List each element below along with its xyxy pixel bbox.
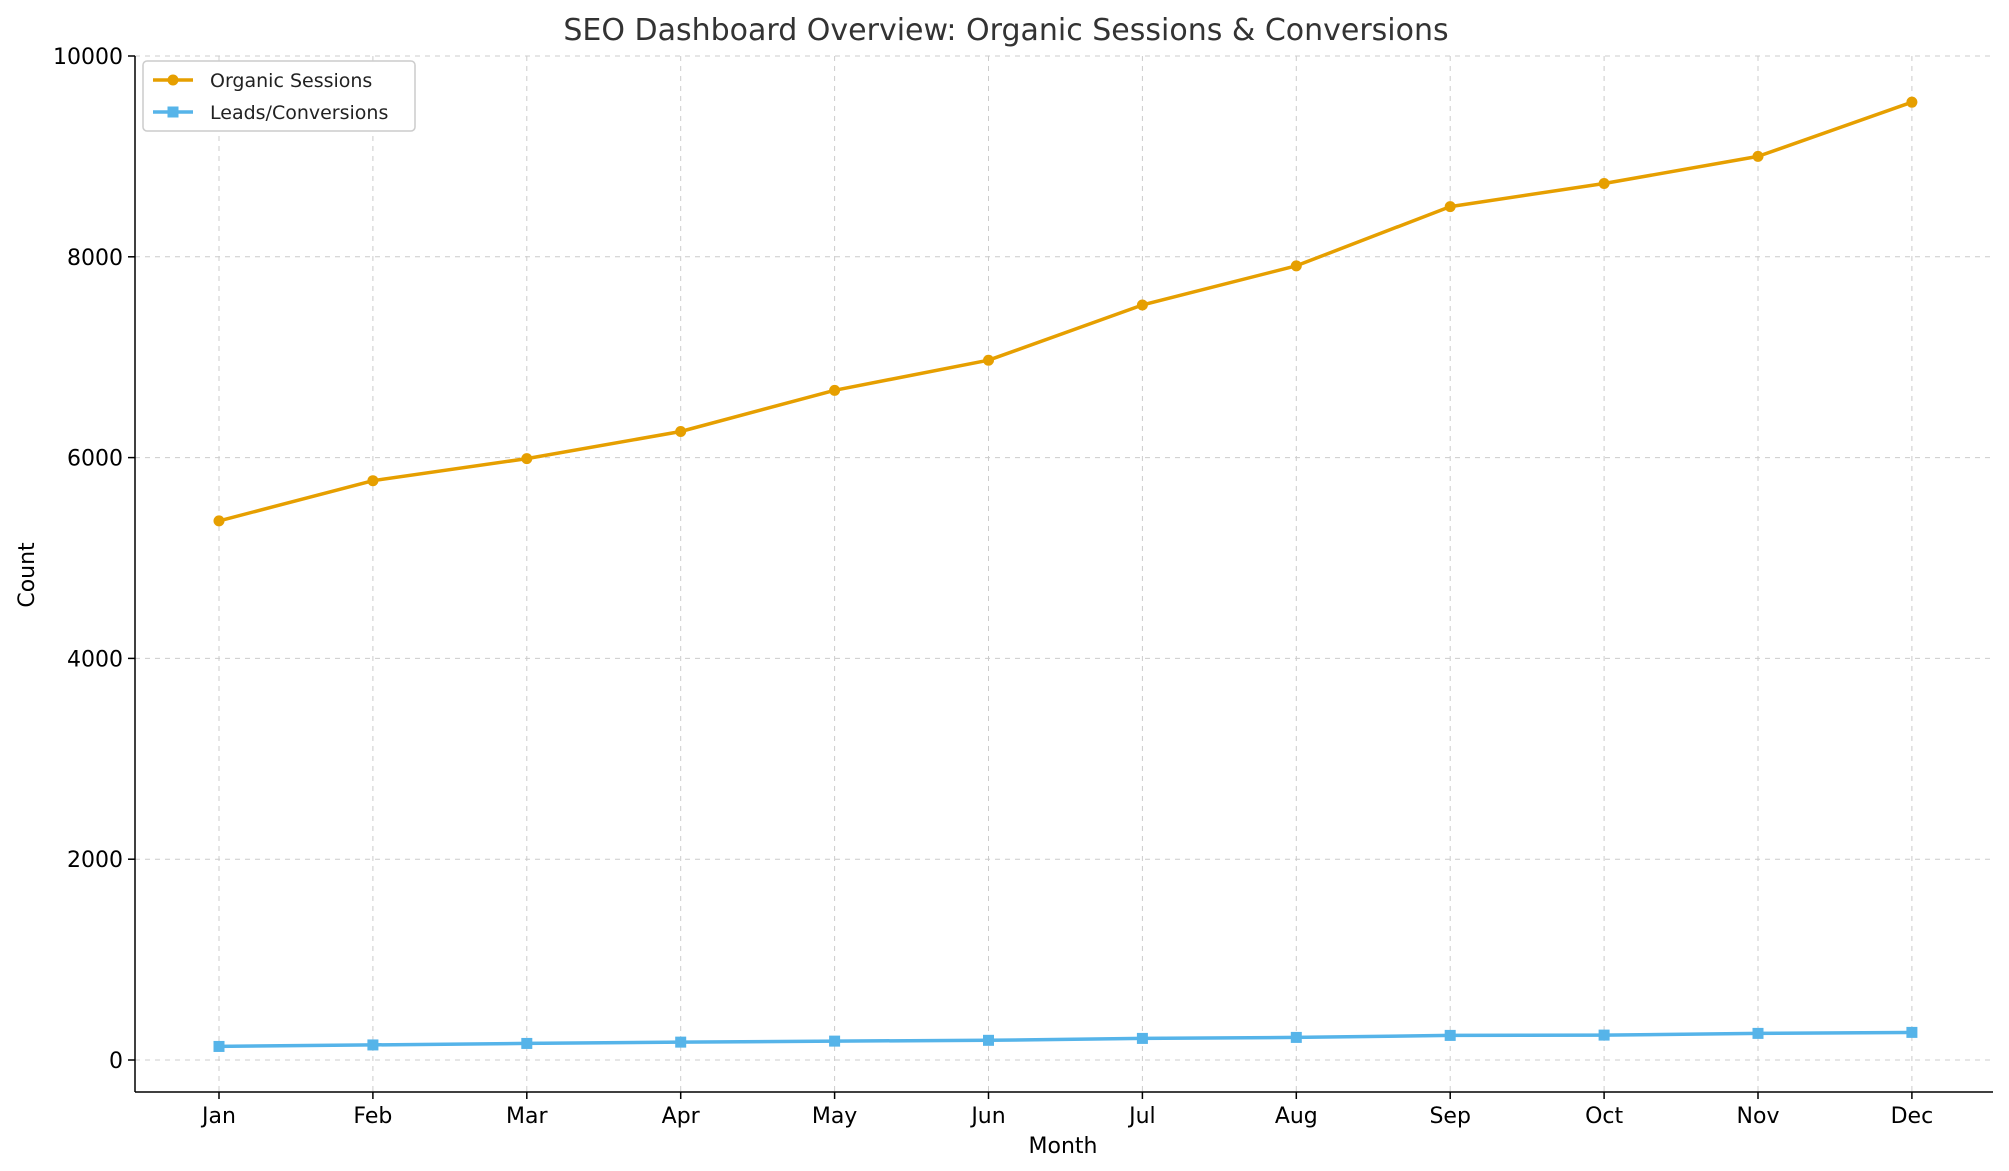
y-tick-label-2000: 2000	[67, 848, 123, 873]
legend-box	[142, 60, 416, 132]
x-tick-label-jul: Jul	[1127, 1104, 1156, 1129]
series	[213, 96, 1918, 1052]
data-point-organic-sessions-aug	[1290, 260, 1302, 272]
x-tick-label-oct: Oct	[1585, 1104, 1623, 1129]
data-point-leads-conversions-oct	[1598, 1029, 1610, 1041]
x-tick-label-aug: Aug	[1275, 1104, 1318, 1129]
legend-label-organic-sessions: Organic Sessions	[210, 70, 372, 92]
y-tick-label-6000: 6000	[67, 447, 123, 472]
data-point-organic-sessions-sep	[1444, 201, 1456, 213]
data-point-leads-conversions-dec	[1906, 1026, 1918, 1038]
grid	[135, 55, 1993, 1092]
data-point-leads-conversions-sep	[1444, 1029, 1456, 1041]
data-point-organic-sessions-oct	[1598, 178, 1610, 190]
data-point-organic-sessions-dec	[1906, 96, 1918, 108]
series-line-organic-sessions	[217, 100, 1914, 523]
data-point-leads-conversions-feb	[367, 1039, 379, 1051]
data-point-organic-sessions-jul	[1136, 299, 1148, 311]
legend: Organic Sessions Leads/Conversions	[142, 60, 416, 132]
data-point-leads-conversions-jun	[983, 1034, 994, 1046]
x-tick-label-nov: Nov	[1737, 1104, 1780, 1129]
data-point-organic-sessions-jan	[213, 515, 225, 527]
data-point-organic-sessions-nov	[1752, 150, 1764, 162]
data-point-leads-conversions-jan	[213, 1040, 225, 1052]
x-tick-label-mar: Mar	[506, 1104, 548, 1129]
x-tick-label-apr: Apr	[662, 1104, 701, 1129]
legend-marker-leads-conversions	[167, 106, 179, 118]
x-axis-title: Month	[1029, 1134, 1098, 1159]
legend-marker-organic-sessions	[167, 74, 179, 86]
data-point-leads-conversions-jul	[1136, 1032, 1148, 1044]
x-tick-label-feb: Feb	[353, 1104, 392, 1129]
data-point-leads-conversions-apr	[675, 1036, 687, 1048]
x-tick-label-jun: Jun	[969, 1104, 1005, 1129]
data-point-organic-sessions-may	[829, 384, 841, 396]
data-point-leads-conversions-aug	[1290, 1031, 1302, 1043]
data-point-organic-sessions-feb	[367, 475, 379, 487]
data-point-leads-conversions-may	[829, 1035, 841, 1047]
series-leads-conversions	[213, 1026, 1918, 1052]
series-line-leads-conversions	[217, 1030, 1914, 1049]
data-point-leads-conversions-mar	[521, 1037, 533, 1049]
y-tick-label-0: 0	[109, 1049, 123, 1074]
x-tick-label-dec: Dec	[1891, 1104, 1934, 1129]
chart-title: SEO Dashboard Overview: Organic Sessions…	[563, 13, 1448, 48]
legend-item-organic-sessions: Organic Sessions	[153, 70, 372, 92]
y-tick-label-8000: 8000	[67, 246, 123, 271]
y-axis-title: Count	[15, 542, 40, 608]
data-point-leads-conversions-nov	[1752, 1027, 1764, 1039]
x-tick-label-sep: Sep	[1429, 1104, 1470, 1129]
legend-label-leads-conversions: Leads/Conversions	[210, 102, 388, 124]
data-point-organic-sessions-mar	[521, 453, 533, 465]
axes	[134, 56, 1993, 1093]
y-tick-label-4000: 4000	[67, 647, 123, 672]
ticks: Jan Feb Mar Apr May Jun Jul Aug Sep Oct Nov Dec 0 200…	[53, 45, 1933, 1129]
y-tick-label-10000: 10000	[53, 45, 123, 70]
legend-item-leads-conversions: Leads/Conversions	[153, 102, 388, 124]
data-point-organic-sessions-apr	[675, 425, 687, 437]
x-tick-label-jan: Jan	[200, 1104, 236, 1129]
data-point-organic-sessions-jun	[983, 354, 994, 366]
series-organic-sessions	[213, 96, 1918, 527]
x-tick-label-may: May	[812, 1104, 857, 1129]
